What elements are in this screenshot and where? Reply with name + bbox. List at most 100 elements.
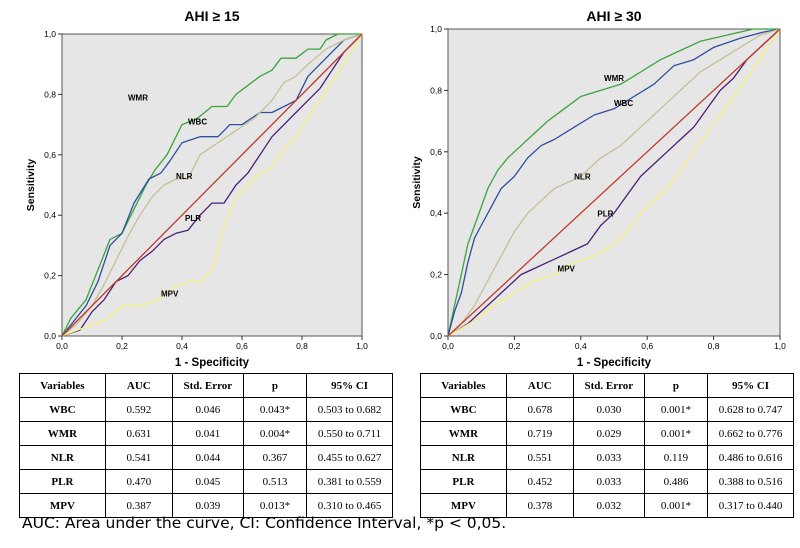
series-nlr-line [61,33,363,337]
table-cell: 0.678 [505,397,574,422]
table-cell: MPV [19,493,106,518]
x-tick-label: 1,0 [774,341,786,351]
x-axis-label: 1 - Specificity [577,357,652,369]
table-cell: 0.592 [104,397,173,422]
table-cell: 0.628 to 0.747 [707,397,794,422]
column-header: p [643,373,709,398]
table-cell: PLR [420,469,507,494]
curve-label: NLR [574,172,591,181]
table-cell: 0.550 to 0.711 [306,421,393,446]
table-row: WBC 0.592 0.046 0.043* 0.503 to 0.682 [19,397,393,422]
footnote: AUC: Area under the curve, CI: Confidenc… [22,514,507,532]
series-plr-line [447,28,781,337]
table-cell: 0.310 to 0.465 [306,493,393,518]
roc-chart-ahi30: AHI ≥ 30 0,0 0,2 0,4 0,6 0,8 1,0 0,0 0,2 0,4 0,6 0,… [400,0,800,372]
roc-plot-ahi15: AHI ≥ 15 0,0 0,2 0,4 0,6 0,8 1,0 0,0 0,2 0,4 0,6 0,… [25,8,368,369]
table-cell: 0.043* [242,397,308,422]
table-cell: WMR [420,421,507,446]
column-header: 95% CI [306,373,393,398]
table-cell: NLR [19,445,106,470]
table-cell: MPV [420,493,507,518]
curve-label: WMR [604,74,624,83]
y-tick-label: 0,8 [44,89,56,99]
table-cell: 0.044 [171,445,244,470]
auc-table-ahi15: Variables AUC Std. Error p 95% CI WBC 0.… [19,373,393,518]
column-header: Variables [420,373,507,398]
curve-label: PLR [185,214,201,223]
y-tick-label: 0,2 [430,270,442,280]
table-cell: 0.388 to 0.516 [707,469,794,494]
table-cell: 0.119 [643,445,709,470]
table-cell: 0.033 [572,445,645,470]
chart-title: AHI ≥ 30 [586,8,641,24]
table-cell: WBC [420,397,507,422]
y-tick-label: 0,4 [44,210,56,220]
reference-line [61,33,363,337]
series-wbc-line [447,28,781,337]
auc-table-ahi30: Variables AUC Std. Error p 95% CI WBC 0.… [420,373,794,518]
table-header-row: Variables AUC Std. Error p 95% CI [420,373,794,398]
y-tick-label: 0,0 [44,331,56,341]
table-cell: 0.486 to 0.616 [707,445,794,470]
x-tick-label: 1,0 [356,341,368,351]
y-tick-label: 0,2 [44,271,56,281]
table-cell: 0.001* [643,397,709,422]
x-tick-label: 0,8 [708,341,720,351]
curve-label: MPV [558,265,576,274]
table-cell: 0.041 [171,421,244,446]
table-cell: 0.452 [505,469,574,494]
column-header: Std. Error [572,373,645,398]
curve-label: MPV [161,290,179,299]
x-tick-label: 0,2 [116,341,128,351]
table-cell: 0.719 [505,421,574,446]
x-tick-label: 0,4 [176,341,188,351]
table-cell: 0.367 [242,445,308,470]
table-cell: 0.033 [572,469,645,494]
y-tick-label: 0,4 [430,208,442,218]
y-axis-label: Sensitivity [25,159,37,212]
chart-title: AHI ≥ 15 [184,8,239,24]
table-cell: 0.001* [643,421,709,446]
column-header: 95% CI [707,373,794,398]
series-nlr-line [447,28,781,337]
column-header: p [242,373,308,398]
table-cell: 0.032 [572,493,645,518]
x-tick-label: 0,0 [56,341,68,351]
table-cell: 0.046 [171,397,244,422]
table-cell: 0.378 [505,493,574,518]
table-cell: PLR [19,469,106,494]
curve-label: WMR [128,93,148,102]
table-cell: 0.029 [572,421,645,446]
x-axis-label: 1 - Specificity [175,357,250,369]
curve-label: PLR [597,209,613,218]
table-cell: 0.381 to 0.559 [306,469,393,494]
column-header: AUC [505,373,574,398]
table-row: NLR 0.551 0.033 0.119 0.486 to 0.616 [420,445,794,470]
y-tick-label: 0,6 [44,150,56,160]
table-row: MPV 0.387 0.039 0.013* 0.310 to 0.465 [19,493,393,518]
roc-plot-ahi30: AHI ≥ 30 0,0 0,2 0,4 0,6 0,8 1,0 0,0 0,2 0,4 0,6 0,… [411,8,786,369]
reference-line [447,28,781,337]
table-cell: 0.004* [242,421,308,446]
series-wmr-line [447,28,780,337]
table-cell: 0.486 [643,469,709,494]
series-wmr-line [61,33,362,337]
table-cell: 0.387 [104,493,173,518]
table-cell: 0.503 to 0.682 [306,397,393,422]
x-tick-label: 0,8 [296,341,308,351]
table-cell: 0.317 to 0.440 [707,493,794,518]
column-header: Std. Error [171,373,244,398]
column-header: AUC [104,373,173,398]
x-tick-label: 0,2 [508,341,520,351]
table-row: PLR 0.452 0.033 0.486 0.388 to 0.516 [420,469,794,494]
table-cell: 0.551 [505,445,574,470]
table-cell: 0.513 [242,469,308,494]
y-axis-label: Sensitivity [411,156,423,209]
table-row: NLR 0.541 0.044 0.367 0.455 to 0.627 [19,445,393,470]
table-row: WBC 0.678 0.030 0.001* 0.628 to 0.747 [420,397,794,422]
table-row: MPV 0.378 0.032 0.001* 0.317 to 0.440 [420,493,794,518]
table-cell: WBC [19,397,106,422]
table-row: WMR 0.719 0.029 0.001* 0.662 to 0.776 [420,421,794,446]
table-cell: WMR [19,421,106,446]
x-tick-label: 0,6 [236,341,248,351]
